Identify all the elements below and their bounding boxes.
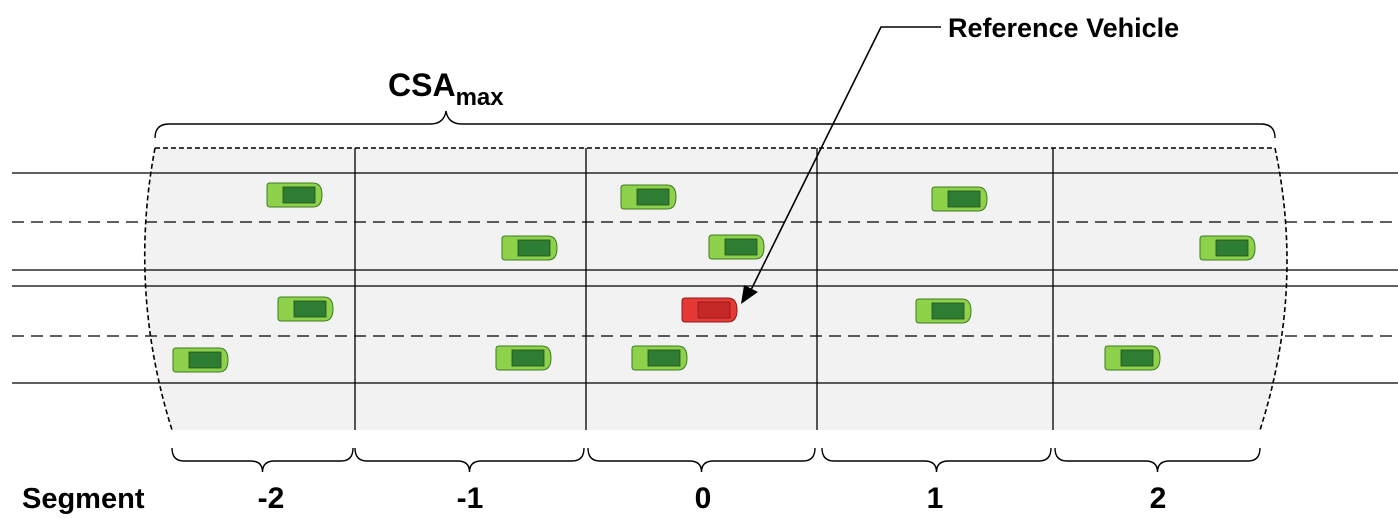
vehicle-roof	[1120, 349, 1154, 367]
csa-label: CSAmax	[388, 67, 504, 111]
vehicle-roof	[724, 238, 758, 256]
vehicle-roof	[282, 186, 316, 204]
segment-brace	[821, 447, 1052, 473]
vehicles	[172, 182, 1256, 373]
vehicle	[1104, 345, 1161, 371]
segment-label-minus-1: -1	[457, 482, 484, 515]
vehicle-roof	[947, 190, 981, 208]
vehicle-roof	[517, 239, 551, 257]
csa-region-right-border	[1259, 147, 1288, 431]
vehicle-roof	[511, 349, 545, 367]
vehicle-roof	[647, 349, 681, 367]
vehicle	[277, 296, 334, 322]
vehicle	[266, 182, 323, 208]
csa-brace	[154, 110, 1276, 139]
vehicle-roof	[931, 302, 965, 320]
reference-vehicle	[681, 297, 738, 323]
reference-arrowhead	[741, 285, 758, 304]
vehicle	[931, 186, 988, 212]
segment-label-minus-2: -2	[258, 482, 285, 515]
vehicle	[1199, 235, 1256, 261]
csa-label-subscript: max	[456, 84, 505, 111]
vehicle	[172, 347, 229, 373]
road-lines	[12, 172, 1398, 384]
segment-brace	[1054, 447, 1261, 473]
vehicle	[495, 345, 552, 371]
segment-label-1: 1	[927, 482, 944, 515]
reference-vehicle-label: Reference Vehicle	[948, 13, 1179, 43]
vehicle	[915, 298, 972, 324]
vehicle	[631, 345, 688, 371]
vehicle	[620, 184, 677, 210]
reference-arrow	[747, 26, 941, 297]
vehicle-roof	[636, 188, 670, 206]
vehicle-roof	[293, 300, 327, 318]
csa-label-main: CSA	[388, 67, 456, 103]
segment-brace	[354, 447, 585, 473]
csa-region-left-border	[143, 147, 173, 431]
vehicle-roof	[1215, 239, 1249, 257]
segment-brace	[587, 447, 816, 473]
segment-dividers	[354, 148, 1054, 430]
vehicle-roof	[188, 351, 222, 369]
segment-brace	[171, 447, 354, 473]
segment-label-0: 0	[695, 482, 712, 515]
segment-braces	[171, 447, 1261, 473]
csa-region	[144, 148, 1287, 430]
segment-label-2: 2	[1150, 482, 1167, 515]
reference-vehicle-roof	[697, 301, 731, 319]
vehicle	[501, 235, 558, 261]
vehicle	[708, 234, 765, 260]
segment-title: Segment	[22, 483, 145, 515]
